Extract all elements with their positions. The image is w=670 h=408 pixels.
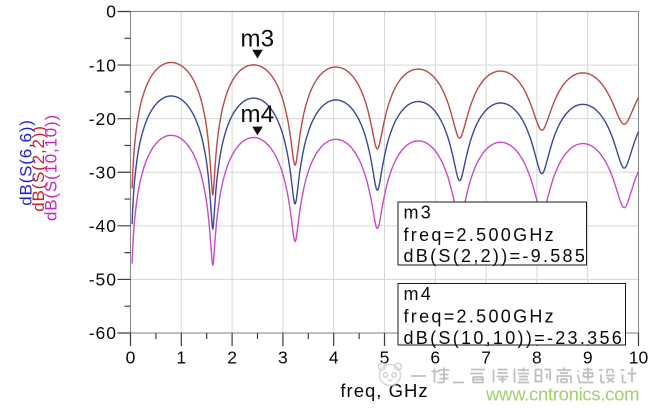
- svg-text:-50: -50: [89, 270, 117, 290]
- svg-text:3: 3: [278, 348, 288, 368]
- svg-text:m4: m4: [241, 101, 275, 128]
- svg-text:9: 9: [583, 348, 593, 368]
- svg-text:0: 0: [126, 348, 136, 368]
- svg-text:8: 8: [532, 348, 542, 368]
- svg-text:4: 4: [329, 348, 339, 368]
- svg-text:www.cntronics.com: www.cntronics.com: [485, 384, 639, 405]
- svg-text:-40: -40: [89, 216, 117, 236]
- svg-text:0: 0: [106, 2, 117, 22]
- svg-text:dB(S(10,10)): dB(S(10,10)): [42, 114, 61, 221]
- svg-text:6: 6: [430, 348, 440, 368]
- svg-text:1: 1: [176, 348, 186, 368]
- svg-text:dB(S(2,2))=-9.585: dB(S(2,2))=-9.585: [404, 246, 588, 266]
- svg-text:-10: -10: [89, 55, 117, 75]
- svg-text:m3: m3: [241, 26, 275, 53]
- svg-text:2: 2: [227, 348, 237, 368]
- svg-text:m3: m3: [404, 202, 434, 222]
- svg-text:dB(S(6,6)): dB(S(6,6)): [17, 119, 36, 205]
- svg-text:dB(S(2,2)): dB(S(2,2)): [29, 125, 48, 211]
- svg-text:7: 7: [481, 348, 491, 368]
- svg-text:-60: -60: [89, 323, 117, 343]
- svg-text:10: 10: [629, 348, 649, 368]
- svg-text:-20: -20: [89, 109, 117, 129]
- svg-text:freq=2.500GHz: freq=2.500GHz: [404, 306, 556, 326]
- svg-text:freq, GHz: freq, GHz: [340, 380, 428, 401]
- svg-text:-30: -30: [89, 162, 117, 182]
- svg-text:freq=2.500GHz: freq=2.500GHz: [404, 225, 556, 245]
- svg-text:dB(S(10,10))=-23.356: dB(S(10,10))=-23.356: [404, 328, 625, 348]
- svg-text:5: 5: [380, 348, 390, 368]
- svg-text:m4: m4: [404, 284, 434, 304]
